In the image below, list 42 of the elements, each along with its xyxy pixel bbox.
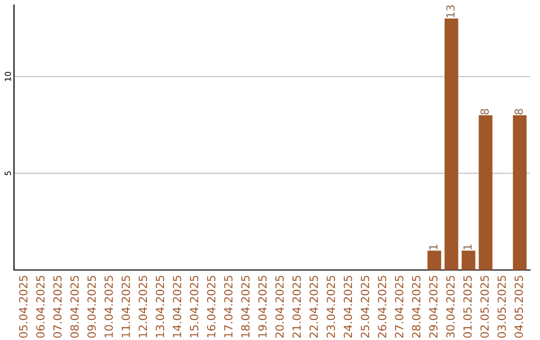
x-tick-label: 12.04.2025: [138, 276, 148, 338]
x-tick-label: 08.04.2025: [70, 276, 79, 338]
data-label: 1: [463, 244, 472, 250]
x-tick-label: 17.04.2025: [224, 276, 233, 338]
x-tick-label: 07.04.2025: [53, 276, 62, 338]
x-tick-label: 01.05.2025: [463, 276, 472, 338]
x-tick-label: 11.04.2025: [122, 276, 130, 338]
x-tick-label: 26.04.2025: [378, 276, 386, 338]
x-tick-label: 13.04.2025: [156, 276, 164, 338]
x-tick-label: 23.04.2025: [326, 276, 336, 338]
x-tick-label: 29.04.2025: [429, 276, 438, 338]
bar: [427, 250, 442, 270]
x-tick-label: 10.04.2025: [104, 276, 113, 338]
data-label: 13: [446, 5, 455, 18]
x-tick-label: 21.04.2025: [292, 276, 301, 338]
x-tick-label: 24.04.2025: [344, 276, 352, 338]
data-label: 8: [480, 108, 489, 114]
bar: [478, 115, 492, 270]
x-tick-label: 09.04.2025: [87, 276, 96, 338]
bar: [444, 18, 458, 270]
x-tick-label: 02.05.2025: [480, 276, 489, 338]
x-tick-label: 30.04.2025: [446, 276, 455, 338]
x-tick-label: 28.04.2025: [412, 276, 420, 338]
x-tick-label: 20.04.2025: [275, 276, 284, 338]
x-tick-label: 04.05.2025: [514, 276, 523, 338]
x-tick-label: 19.04.2025: [258, 276, 267, 338]
x-tick-label: 06.04.2025: [36, 276, 45, 338]
y-tick-label: 10: [4, 72, 11, 81]
y-tick-label: 5: [4, 171, 11, 176]
data-label: 1: [429, 244, 438, 250]
x-tick-label: 16.04.2025: [207, 276, 216, 338]
x-tick-label: 14.04.2025: [172, 276, 182, 338]
bar: [512, 115, 527, 270]
x-tick-label: 05.04.2025: [19, 276, 28, 338]
bar: [462, 250, 476, 270]
x-tick-label: 27.04.2025: [394, 276, 404, 338]
x-tick-label: 25.04.2025: [360, 276, 370, 338]
x-tick-label: 15.04.2025: [190, 276, 198, 338]
x-tick-label: 22.04.2025: [310, 276, 318, 338]
x-tick-label: 03.05.2025: [497, 276, 506, 338]
x-tick-label: 18.04.2025: [241, 276, 250, 338]
data-label: 8: [514, 108, 523, 114]
